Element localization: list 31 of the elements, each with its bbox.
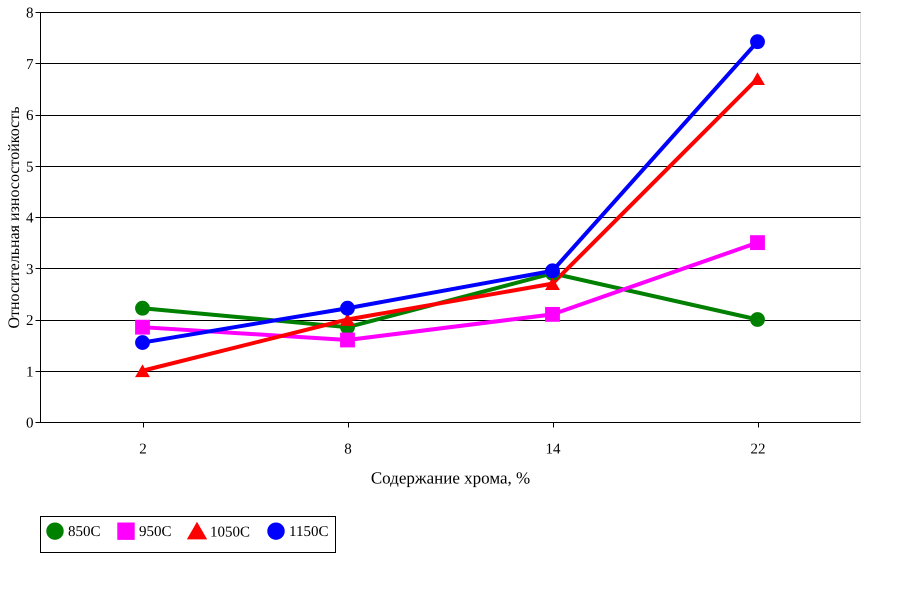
point: [750, 34, 765, 50]
point: [135, 300, 150, 316]
legend-label: 1050C: [210, 524, 250, 541]
point: [135, 364, 150, 378]
x-tick-label: 8: [344, 442, 352, 458]
y-tick-label: 1: [26, 364, 34, 380]
y-tick-label: 2: [26, 313, 34, 329]
x-tick-label: 14: [546, 442, 561, 458]
point: [135, 320, 150, 335]
legend-label: 950C: [139, 524, 172, 540]
point: [340, 300, 355, 316]
point: [750, 312, 765, 327]
y-axis-title: Относительная износостойкость: [6, 106, 23, 329]
y-tick-label: 0: [26, 416, 34, 432]
y-tick-label: 7: [26, 56, 34, 73]
x-axis-title: Содержание хрома, %: [370, 468, 530, 488]
point: [545, 306, 560, 322]
point: [545, 277, 560, 290]
y-tick-label: 5: [26, 159, 34, 176]
legend-label: 850C: [68, 524, 101, 540]
legend-label: 1150C: [289, 524, 328, 540]
y-tick-label: 4: [26, 210, 34, 226]
point: [340, 332, 355, 348]
x-tick-label: 2: [139, 442, 147, 458]
y-tick-label: 6: [26, 108, 34, 124]
y-tick-label: 8: [26, 6, 34, 22]
point: [750, 72, 765, 86]
point: [750, 235, 765, 250]
y-tick-label: 3: [26, 262, 34, 278]
point: [135, 335, 150, 350]
x-tick-label: 22: [750, 442, 766, 458]
